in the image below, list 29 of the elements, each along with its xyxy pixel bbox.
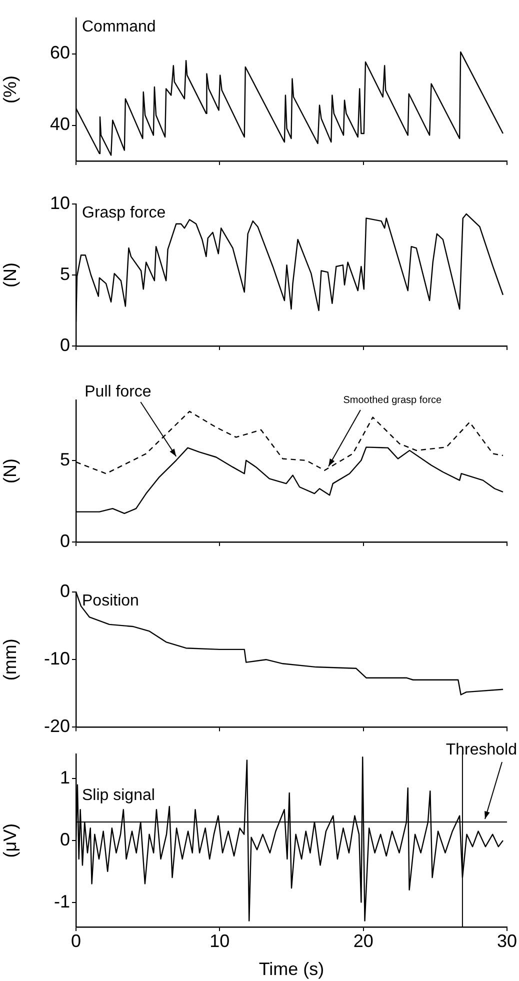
y-tick-label: 0 [60,829,70,850]
y-tick-label: 10 [50,192,70,213]
y-axis-title: (N) [0,262,20,288]
y-tick-label: 0 [60,530,70,551]
y-tick-label: 40 [50,114,70,134]
y-tick-label: -1 [54,891,70,912]
y-axis-title: (N) [0,458,20,484]
x-axis-title: Time (s) [258,959,324,980]
y-axis-title: (mm) [0,638,20,681]
y-tick-label: -10 [44,648,70,669]
y-axis-title: (μV) [0,823,20,858]
y-tick-label: 5 [60,449,70,470]
y-tick-label: 5 [60,264,70,284]
text: Pull force [84,383,152,400]
text: Smoothed grasp force [343,394,442,406]
y-tick-label: 0 [60,580,70,601]
text: Slip signal [82,787,155,804]
x-tick-label: 10 [210,930,230,951]
y-tick-label: 1 [60,768,70,788]
x-tick-label: 20 [353,930,374,951]
chart-title: Grasp force [82,204,166,222]
y-tick-label: 60 [50,42,70,63]
y-tick-label: -20 [44,716,70,736]
y-tick-label: 0 [60,334,70,355]
y-axis-title: (%) [0,76,20,104]
ref-line-label: Threshold [446,741,517,758]
chart-title: Position [82,592,139,610]
chart-title: Command [82,18,156,36]
x-tick-label: 30 [496,930,518,951]
